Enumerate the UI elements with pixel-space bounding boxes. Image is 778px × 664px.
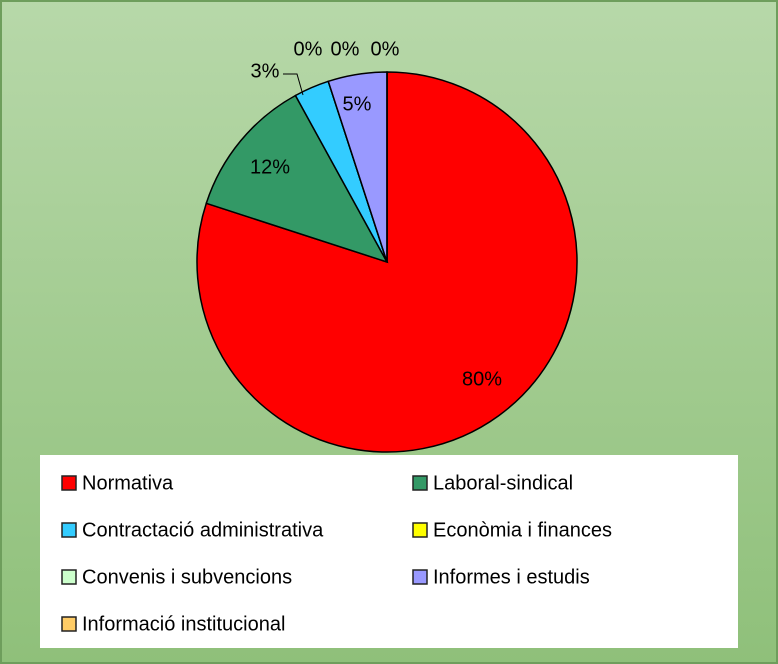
data-label: 80% bbox=[462, 368, 502, 390]
data-label: 3% bbox=[251, 60, 280, 82]
legend-swatch bbox=[61, 475, 77, 491]
leader-line bbox=[283, 73, 304, 96]
legend-swatch bbox=[412, 522, 428, 538]
data-label: 12% bbox=[250, 156, 290, 178]
legend-box bbox=[40, 455, 738, 648]
data-label: 0% bbox=[371, 38, 400, 60]
legend-label: Contractació administrativa bbox=[82, 519, 324, 541]
legend-label: Normativa bbox=[82, 472, 174, 494]
legend-label: Econòmia i finances bbox=[433, 519, 612, 541]
legend-swatch bbox=[61, 569, 77, 585]
legend-label: Convenis i subvencions bbox=[82, 566, 292, 588]
data-label: 0% bbox=[294, 38, 323, 60]
data-label: 0% bbox=[331, 38, 360, 60]
pie-slice bbox=[196, 71, 578, 453]
legend-swatch bbox=[61, 522, 77, 538]
data-label: 5% bbox=[343, 93, 372, 115]
legend-swatch bbox=[412, 475, 428, 491]
legend-swatch bbox=[61, 616, 77, 632]
legend-label: Laboral-sindical bbox=[433, 472, 573, 494]
legend-label: Informació institucional bbox=[82, 613, 285, 635]
legend-label: Informes i estudis bbox=[433, 566, 590, 588]
pie-slice bbox=[205, 94, 389, 264]
legend-swatch bbox=[412, 569, 428, 585]
